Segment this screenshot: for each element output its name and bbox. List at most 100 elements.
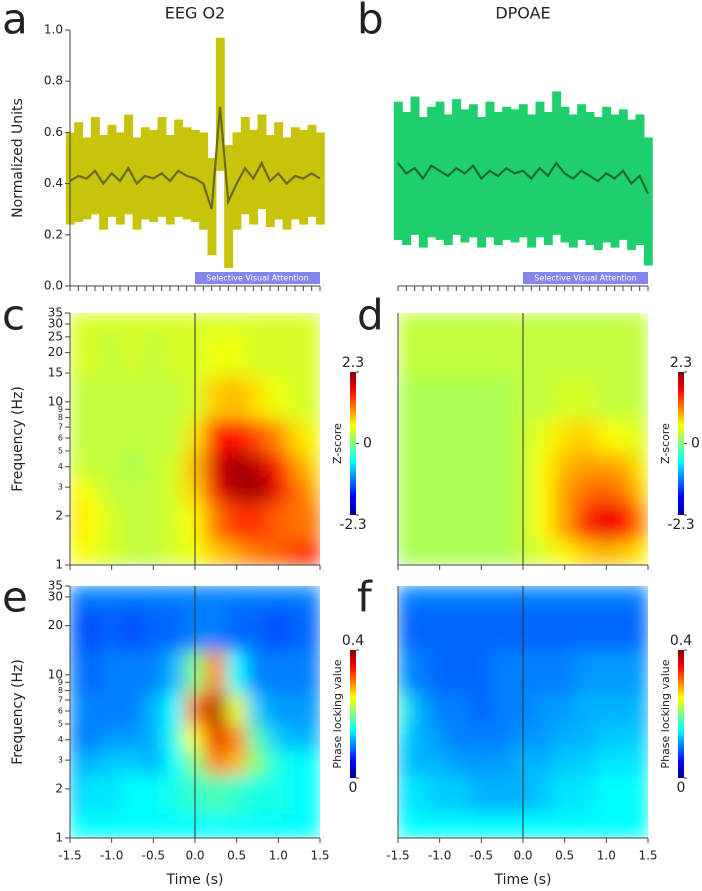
heatmap-area — [70, 313, 320, 565]
heatmap-cell — [225, 649, 248, 694]
heatmap-cell — [532, 419, 555, 453]
heatmap-cell — [449, 476, 472, 503]
heatmap-cell — [79, 605, 102, 651]
heatmap-cell — [121, 476, 144, 503]
heatmap-cell — [407, 586, 430, 607]
heatmap-cell — [142, 724, 165, 751]
heatmap-cell — [142, 332, 165, 378]
heatmap-cell — [100, 313, 123, 334]
y-tick-label: 7 — [58, 423, 63, 432]
heatmap-cell — [553, 724, 576, 751]
x-tick-label: 0.5 — [227, 849, 246, 863]
heatmap-cell — [532, 724, 555, 751]
heatmap-cell — [163, 774, 186, 814]
heatmap-cell — [100, 501, 123, 541]
heatmap-cell — [553, 419, 576, 453]
heatmap-cell — [79, 692, 102, 726]
heatmap-cell — [449, 649, 472, 694]
heatmap-cell — [204, 376, 227, 421]
heatmap-cell — [309, 605, 320, 651]
heatmap-cell — [70, 649, 81, 694]
heatmap-cell — [637, 313, 648, 334]
heatmap-cell — [637, 476, 648, 503]
heatmap-cell — [449, 692, 472, 726]
heatmap-cell — [267, 605, 290, 651]
band — [468, 104, 478, 238]
band — [427, 106, 437, 238]
heatmap-cell — [407, 539, 430, 565]
heatmap-cell — [398, 724, 409, 751]
heatmap-cell — [595, 539, 618, 565]
heatmap-cell — [470, 749, 493, 776]
y-tick-label: 9 — [58, 678, 63, 687]
heatmap-cell — [428, 313, 451, 334]
colorbar-tick-label: 0 — [677, 780, 686, 796]
heatmap-cell — [204, 692, 227, 726]
colorbar-tick-label: 0.4 — [342, 633, 364, 649]
heatmap-cell — [407, 605, 430, 651]
heatmap-cell — [407, 451, 430, 478]
heatmap-cell — [163, 812, 186, 838]
band — [115, 132, 125, 225]
heatmap-cell — [637, 376, 648, 421]
heatmap-cell — [491, 692, 514, 726]
heatmap-cell — [616, 586, 639, 607]
heatmap-cell — [616, 501, 639, 541]
heatmap-cell — [398, 812, 409, 838]
heatmap-cell — [470, 692, 493, 726]
heatmap-cell — [70, 539, 81, 565]
x-tick-label: -1.0 — [100, 849, 123, 863]
heatmap-cell — [553, 692, 576, 726]
heatmap-cell — [637, 692, 648, 726]
band — [315, 132, 325, 225]
heatmap-cell — [595, 812, 618, 838]
heatmap-cell — [449, 774, 472, 814]
heatmap-cell — [595, 605, 618, 651]
heatmap-cell — [574, 332, 597, 378]
band — [240, 117, 250, 215]
heatmap-cell — [553, 586, 576, 607]
heatmap-cell — [574, 649, 597, 694]
heatmap-cell — [553, 313, 576, 334]
heatmap-cell — [70, 376, 81, 421]
heatmap-cell — [204, 774, 227, 814]
heatmap-cell — [246, 692, 269, 726]
heatmap-cell — [246, 501, 269, 541]
heatmap-cell — [428, 649, 451, 694]
y-tick-label: 2 — [55, 781, 63, 795]
band — [149, 129, 159, 222]
heatmap-cell — [637, 774, 648, 814]
annotation-box — [195, 272, 320, 284]
heatmap-cell — [491, 586, 514, 607]
heatmap-cell — [288, 476, 311, 503]
heatmap-cell — [574, 605, 597, 651]
annotation-text: Selective Visual Attention — [206, 274, 308, 283]
x-tick-label: -1.5 — [58, 849, 81, 863]
heatmap-cell — [491, 774, 514, 814]
heatmap-cell — [121, 501, 144, 541]
y-axis-label: Normalized Units — [10, 98, 26, 218]
heatmap-cell — [309, 586, 320, 607]
heatmap-cell — [100, 419, 123, 453]
heatmap-cell — [100, 812, 123, 838]
band — [452, 99, 462, 235]
heatmap-cell — [637, 649, 648, 694]
heatmap-cell — [595, 501, 618, 541]
heatmap-cell — [637, 724, 648, 751]
colorbar-tick-label: 0 — [691, 436, 700, 452]
panel-letter: b — [357, 0, 384, 44]
band — [274, 122, 284, 220]
heatmap-cell — [309, 692, 320, 726]
x-tick-label: 0.5 — [555, 849, 574, 863]
band — [199, 132, 209, 230]
heatmap-cell — [470, 649, 493, 694]
heatmap-cell — [100, 724, 123, 751]
heatmap-cell — [407, 649, 430, 694]
heatmap-cell — [637, 419, 648, 453]
heatmap-cell — [204, 724, 227, 751]
heatmap-cell — [449, 419, 472, 453]
x-tick-label: -0.5 — [142, 849, 165, 863]
colorbar-tick-label: -2.3 — [667, 517, 694, 533]
annotation-text: Selective Visual Attention — [534, 274, 636, 283]
band — [618, 109, 628, 240]
